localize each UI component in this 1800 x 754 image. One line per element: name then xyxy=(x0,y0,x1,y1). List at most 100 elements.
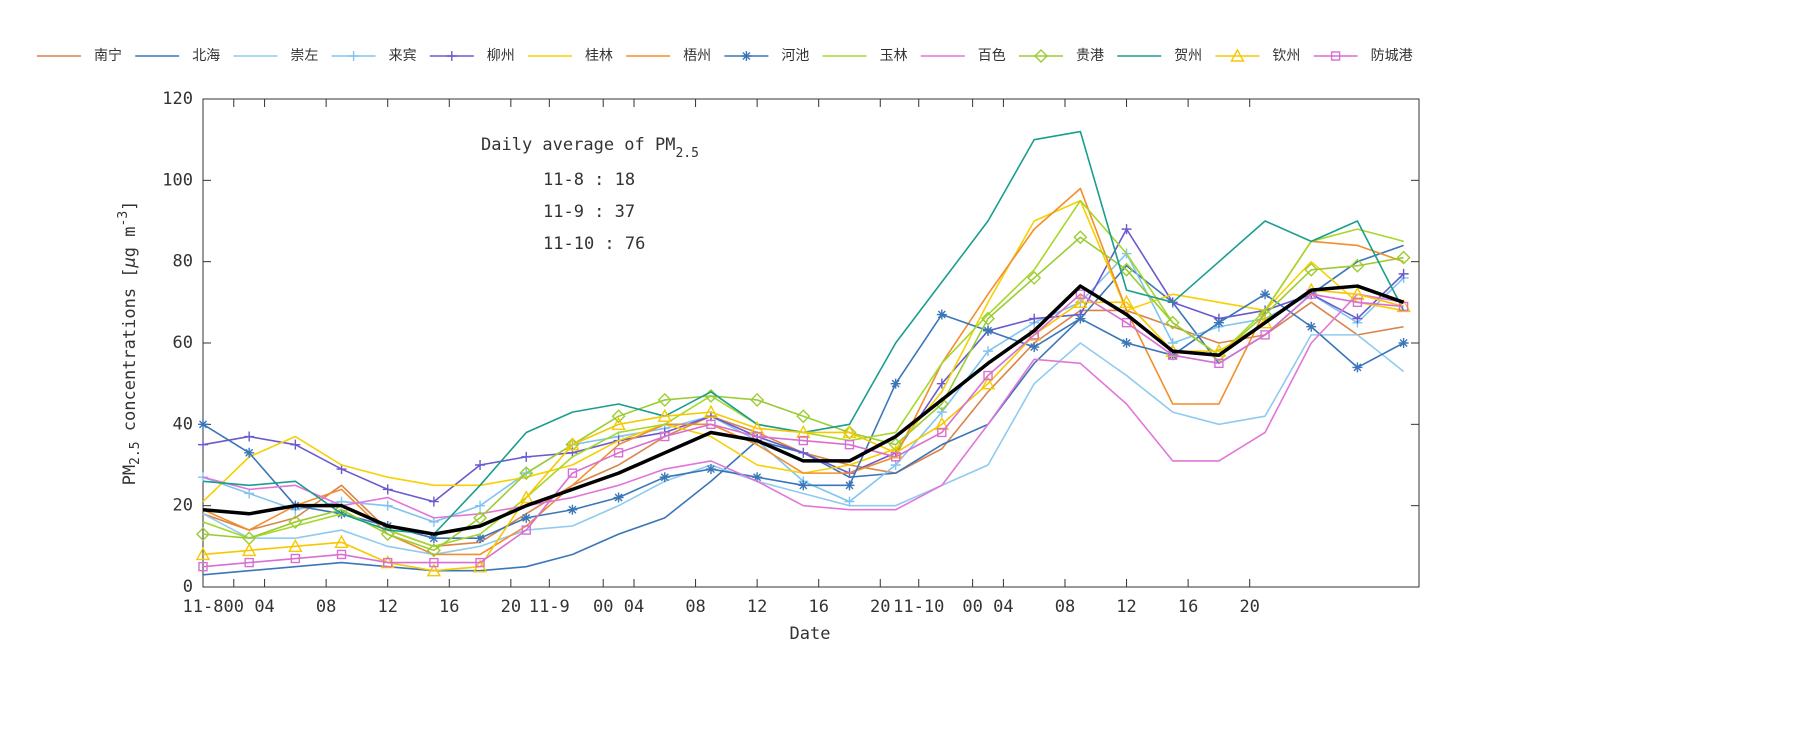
marker xyxy=(890,452,901,462)
marker xyxy=(613,492,624,503)
y-label-part: PM xyxy=(120,465,140,485)
marker xyxy=(937,427,947,438)
annotation-line: 11-9 : 37 xyxy=(543,202,635,222)
marker xyxy=(198,439,208,450)
x-tick-label: 00 xyxy=(224,597,244,617)
marker xyxy=(613,448,624,458)
y-label-sub: 2.5 xyxy=(128,441,143,464)
x-tick-label: 04 xyxy=(254,597,274,617)
marker xyxy=(798,435,809,446)
y-label-part: g m xyxy=(120,226,140,257)
legend-label: 柳州 xyxy=(487,47,515,64)
marker xyxy=(1214,358,1224,369)
marker xyxy=(1075,289,1086,299)
legend-label: 桂林 xyxy=(585,48,613,64)
marker xyxy=(348,51,359,61)
marker xyxy=(1119,294,1134,309)
marker xyxy=(936,407,947,418)
marker xyxy=(1230,48,1245,62)
x-tick-label: 12 xyxy=(377,597,397,617)
y-label-part: μ xyxy=(120,257,140,268)
legend-label: 崇左 xyxy=(290,48,318,64)
x-tick-label: 04 xyxy=(993,597,1013,617)
marker xyxy=(705,464,716,475)
marker xyxy=(1260,289,1271,300)
marker xyxy=(290,553,301,564)
legend-label: 玉林 xyxy=(880,48,908,64)
marker xyxy=(844,439,855,450)
marker xyxy=(842,425,857,440)
marker xyxy=(657,408,672,422)
marker xyxy=(706,419,716,430)
marker xyxy=(1121,224,1132,235)
legend-label: 钦州 xyxy=(1272,48,1300,64)
marker xyxy=(1352,297,1363,308)
x-tick-label: 00 xyxy=(593,597,613,617)
marker xyxy=(890,460,901,470)
annotation-line: 11-10 : 76 xyxy=(543,234,645,254)
legend-label: 百色 xyxy=(978,47,1006,64)
marker xyxy=(936,309,947,320)
marker xyxy=(798,447,809,458)
annotation-text: Daily average of PM xyxy=(481,135,675,155)
series-line xyxy=(202,293,1404,568)
marker xyxy=(1073,294,1088,309)
x-tick-label: 12 xyxy=(1116,597,1136,617)
marker xyxy=(1029,342,1040,353)
x-tick-label: 20 xyxy=(870,597,890,617)
marker xyxy=(983,346,994,357)
marker xyxy=(980,376,996,390)
marker xyxy=(1398,268,1409,279)
marker xyxy=(475,557,485,568)
marker xyxy=(288,538,303,553)
marker xyxy=(1073,230,1088,245)
marker xyxy=(473,510,488,525)
legend-label: 贺州 xyxy=(1174,48,1202,64)
marker xyxy=(1119,262,1134,277)
marker xyxy=(1398,338,1409,348)
marker xyxy=(521,525,531,535)
y-tick-label: 80 xyxy=(173,252,193,272)
x-tick-label: 08 xyxy=(1055,597,1075,617)
marker xyxy=(428,496,439,507)
marker xyxy=(1352,313,1363,324)
marker xyxy=(475,533,486,544)
marker xyxy=(290,439,301,450)
series-line xyxy=(202,334,1405,556)
marker xyxy=(1260,330,1270,340)
series-line xyxy=(202,187,1404,556)
marker xyxy=(519,490,534,504)
marker xyxy=(1029,313,1040,324)
x-tick-label: 16 xyxy=(808,597,828,617)
marker xyxy=(611,409,626,424)
marker xyxy=(475,500,486,511)
marker xyxy=(1306,321,1317,332)
y-tick-label: 40 xyxy=(173,414,193,434)
y-tick-label: 20 xyxy=(173,496,193,516)
marker xyxy=(426,543,441,558)
marker xyxy=(934,416,950,431)
marker xyxy=(244,447,255,458)
marker xyxy=(382,484,393,495)
y-axis-label: PM2.5 concentrations [μg m-3] xyxy=(116,201,143,486)
y-tick-label: 0 xyxy=(183,577,193,597)
marker xyxy=(446,51,457,61)
legend-label: 来宾 xyxy=(389,48,417,64)
marker xyxy=(521,512,532,523)
legend-label: 北海 xyxy=(192,48,220,64)
marker xyxy=(565,437,580,451)
x-tick-label: 00 xyxy=(962,597,982,617)
marker xyxy=(1027,270,1042,285)
marker xyxy=(1396,250,1411,265)
annotation-title: Daily average of PM2.5 xyxy=(481,135,699,161)
marker xyxy=(1350,286,1365,300)
marker xyxy=(244,557,254,568)
marker xyxy=(382,500,393,511)
marker xyxy=(842,425,857,439)
marker xyxy=(241,542,257,557)
y-tick-label: 100 xyxy=(162,170,193,190)
marker xyxy=(428,533,439,544)
marker xyxy=(796,409,811,424)
annotation-sub: 2.5 xyxy=(675,146,698,161)
